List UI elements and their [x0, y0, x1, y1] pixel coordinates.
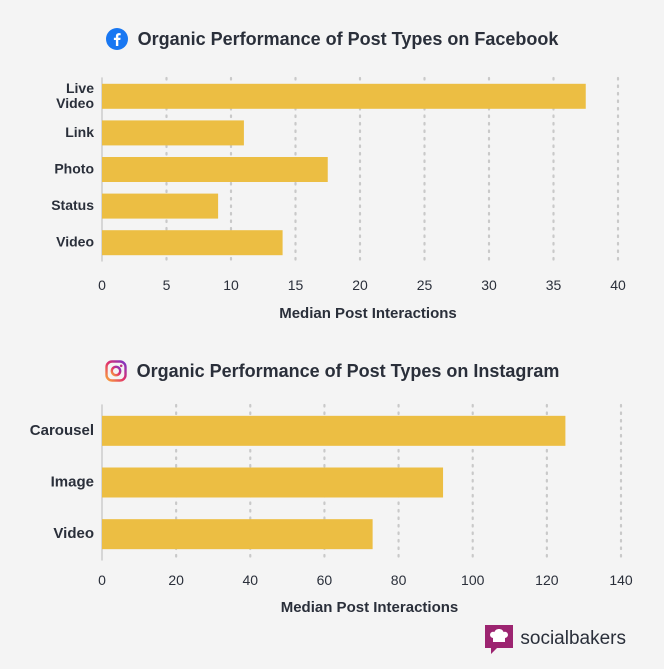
instagram-chart: Organic Performance of Post Types on Ins…	[0, 345, 664, 620]
facebook-chart-title-row: Organic Performance of Post Types on Fac…	[0, 28, 664, 50]
facebook-category-label: Live Video	[56, 80, 94, 111]
facebook-tick-label: 40	[610, 277, 626, 293]
facebook-tick-label: 35	[546, 277, 562, 293]
facebook-category-label: Photo	[54, 160, 94, 176]
facebook-bar-status	[102, 193, 219, 219]
instagram-bar-video	[102, 519, 373, 550]
facebook-chart: Organic Performance of Post Types on Fac…	[0, 0, 664, 330]
facebook-category-label: Video	[56, 233, 94, 249]
facebook-category-label: Status	[51, 197, 94, 213]
facebook-bar-video	[102, 230, 283, 256]
instagram-tick-label: 40	[242, 572, 258, 588]
instagram-tick-label: 0	[98, 572, 106, 588]
instagram-bar-image	[102, 467, 444, 498]
facebook-chart-title: Organic Performance of Post Types on Fac…	[137, 28, 559, 49]
facebook-bar-photo	[102, 157, 328, 182]
facebook-tick-label: 5	[163, 277, 171, 293]
instagram-chart-title: Organic Performance of Post Types on Ins…	[136, 360, 560, 381]
instagram-category-label: Video	[53, 525, 94, 542]
instagram-tick-label: 60	[317, 572, 333, 588]
socialbakers-chef-icon	[484, 623, 514, 655]
facebook-tick-label: 15	[288, 277, 304, 293]
instagram-icon	[104, 360, 127, 382]
facebook-x-axis-label: Median Post Interactions	[279, 305, 457, 322]
facebook-tick-label: 0	[98, 277, 106, 293]
instagram-tick-label: 140	[609, 572, 633, 588]
instagram-category-label: Image	[51, 473, 94, 490]
facebook-bar-live-video	[102, 83, 586, 109]
instagram-chart-title-row: Organic Performance of Post Types on Ins…	[0, 360, 664, 382]
socialbakers-name: socialbakers	[520, 628, 626, 649]
instagram-tick-label: 120	[535, 572, 559, 588]
facebook-bar-link	[102, 120, 244, 146]
facebook-tick-label: 30	[481, 277, 497, 293]
facebook-chart-plot: Live Video Link Photo Status Video 0 5 10 15 20 25 3…	[51, 76, 626, 322]
instagram-bar-carousel	[102, 415, 566, 446]
facebook-category-label: Link	[65, 124, 94, 140]
facebook-tick-label: 25	[417, 277, 433, 293]
socialbakers-brand: socialbakers	[484, 623, 626, 655]
facebook-tick-label: 10	[223, 277, 239, 293]
instagram-tick-label: 100	[461, 572, 485, 588]
instagram-category-label: Carousel	[30, 422, 94, 439]
facebook-tick-label: 20	[352, 277, 368, 293]
facebook-icon	[105, 28, 128, 50]
instagram-chart-plot: Carousel Image Video 0 20 40 60 80 100 120 140 Medi…	[30, 403, 633, 616]
instagram-tick-label: 80	[391, 572, 407, 588]
instagram-tick-label: 20	[168, 572, 184, 588]
instagram-x-axis-label: Median Post Interactions	[281, 599, 459, 616]
